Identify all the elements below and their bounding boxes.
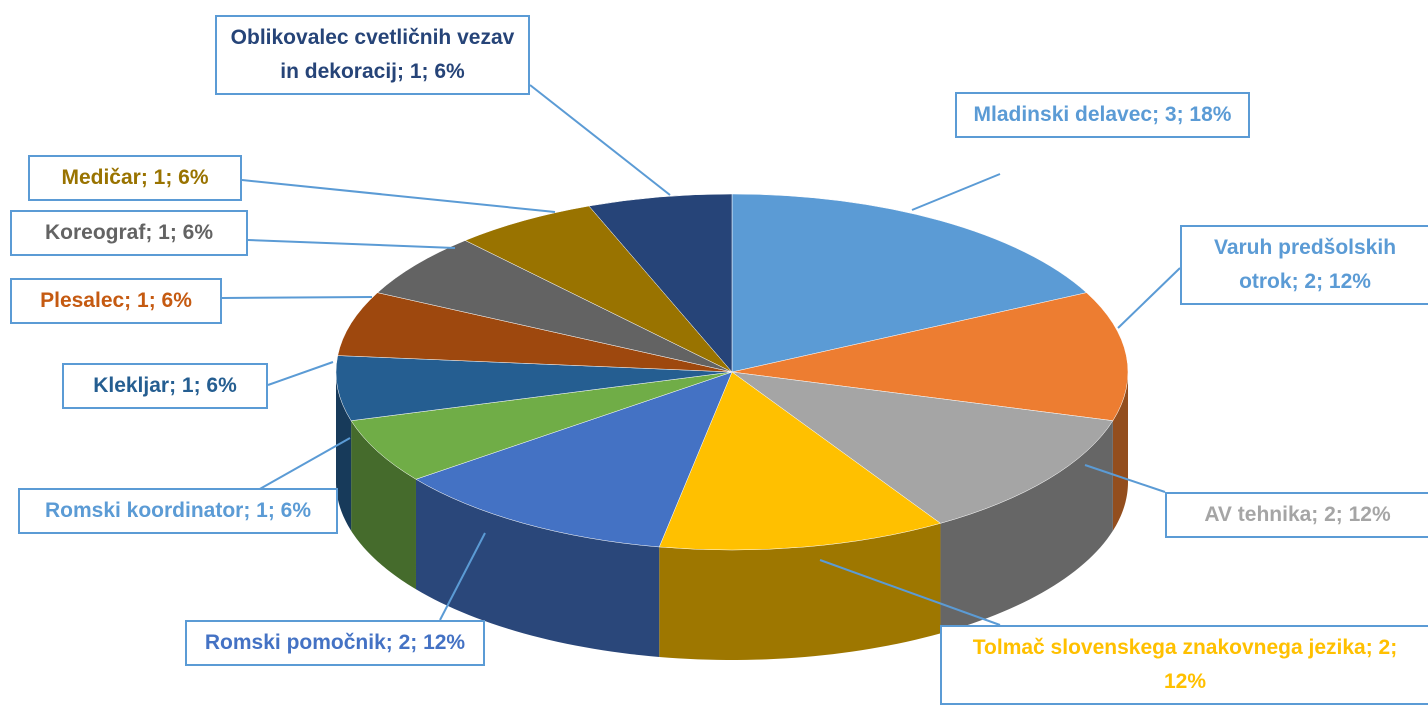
pie-side [351, 420, 416, 590]
leader-line [247, 239, 456, 249]
data-label: Plesalec; 1; 6% [10, 278, 222, 324]
leader-line [529, 84, 671, 196]
leader-line [439, 532, 486, 621]
data-label: Koreograf; 1; 6% [10, 210, 248, 256]
pie-slice [337, 292, 733, 373]
data-label: Romski pomočnik; 2; 12% [185, 620, 485, 666]
pie-slice [731, 193, 1088, 373]
pie-slice [464, 205, 733, 373]
leader-line [241, 179, 556, 213]
leader-line [911, 173, 1001, 211]
leader-line [257, 437, 351, 491]
data-label: Medičar; 1; 6% [28, 155, 242, 201]
leader-line [221, 296, 373, 299]
leader-line [819, 559, 1001, 626]
pie-side [1112, 372, 1128, 531]
data-label: Varuh predšolskih otrok; 2; 12% [1180, 225, 1428, 305]
data-label: AV tehnika; 2; 12% [1165, 492, 1428, 538]
leader-line [1117, 267, 1181, 329]
pie-side [336, 372, 352, 531]
pie-slice [350, 371, 733, 480]
pie-slice [731, 371, 1114, 524]
pie-slice [731, 292, 1129, 421]
pie-slice [588, 193, 733, 373]
leader-line [1084, 464, 1166, 493]
pie-side [940, 420, 1113, 634]
leader-line [267, 361, 334, 386]
data-label: Mladinski delavec; 3; 18% [955, 92, 1250, 138]
pie-slice [658, 371, 942, 551]
pie-side [415, 479, 660, 657]
data-label: Romski koordinator; 1; 6% [18, 488, 338, 534]
pie-slice [376, 240, 733, 373]
data-label: Klekljar; 1; 6% [62, 363, 268, 409]
data-label: Tolmač slovenskega znakovnega jezika; 2;… [940, 625, 1428, 705]
pie-slice [335, 355, 733, 421]
data-label: Oblikovalec cvetličnih vezav in dekoraci… [215, 15, 530, 95]
pie-side [659, 523, 941, 660]
pie-slice [415, 371, 733, 548]
